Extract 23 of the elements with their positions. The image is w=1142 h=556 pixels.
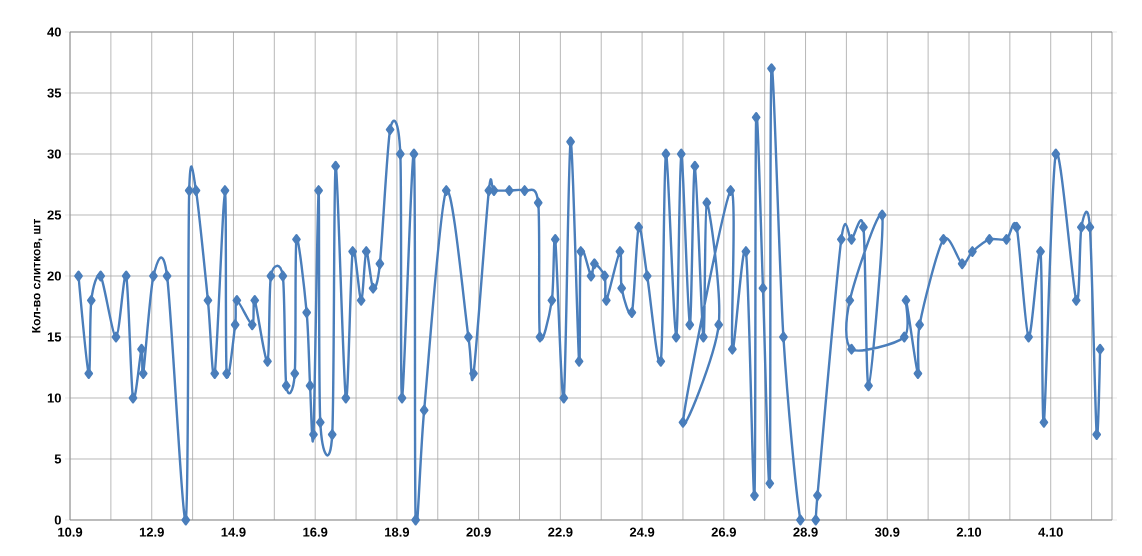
x-tick-label: 28.9 [793,527,818,537]
y-tick-label: 30 [47,149,61,159]
x-tick-label: 22.9 [548,527,573,537]
x-tick-label: 14.9 [221,527,246,537]
x-tick-label: 18.9 [385,527,410,537]
y-tick-label: 20 [47,271,61,281]
x-tick-label: 24.9 [629,527,655,537]
y-tick-label: 10 [47,393,61,403]
y-tick-label: 25 [47,210,62,220]
x-tick-label: 10.9 [58,527,83,537]
y-tick-label: 40 [47,27,61,37]
y-tick-label: 0 [54,515,61,525]
x-tick-label: 2.10 [956,527,982,537]
x-tick-label: 30.9 [874,527,900,537]
x-tick-label: 20.9 [466,527,491,537]
x-tick-label: 12.9 [139,527,164,537]
y-tick-label: 15 [47,332,62,342]
x-tick-label: 4.10 [1038,527,1063,537]
y-tick-label: 35 [47,88,62,98]
y-tick-label: 5 [54,454,62,464]
y-axis-title: Кол-во слитков, шт [32,219,43,333]
x-tick-label: 26.9 [711,527,736,537]
x-tick-label: 16.9 [303,527,328,537]
